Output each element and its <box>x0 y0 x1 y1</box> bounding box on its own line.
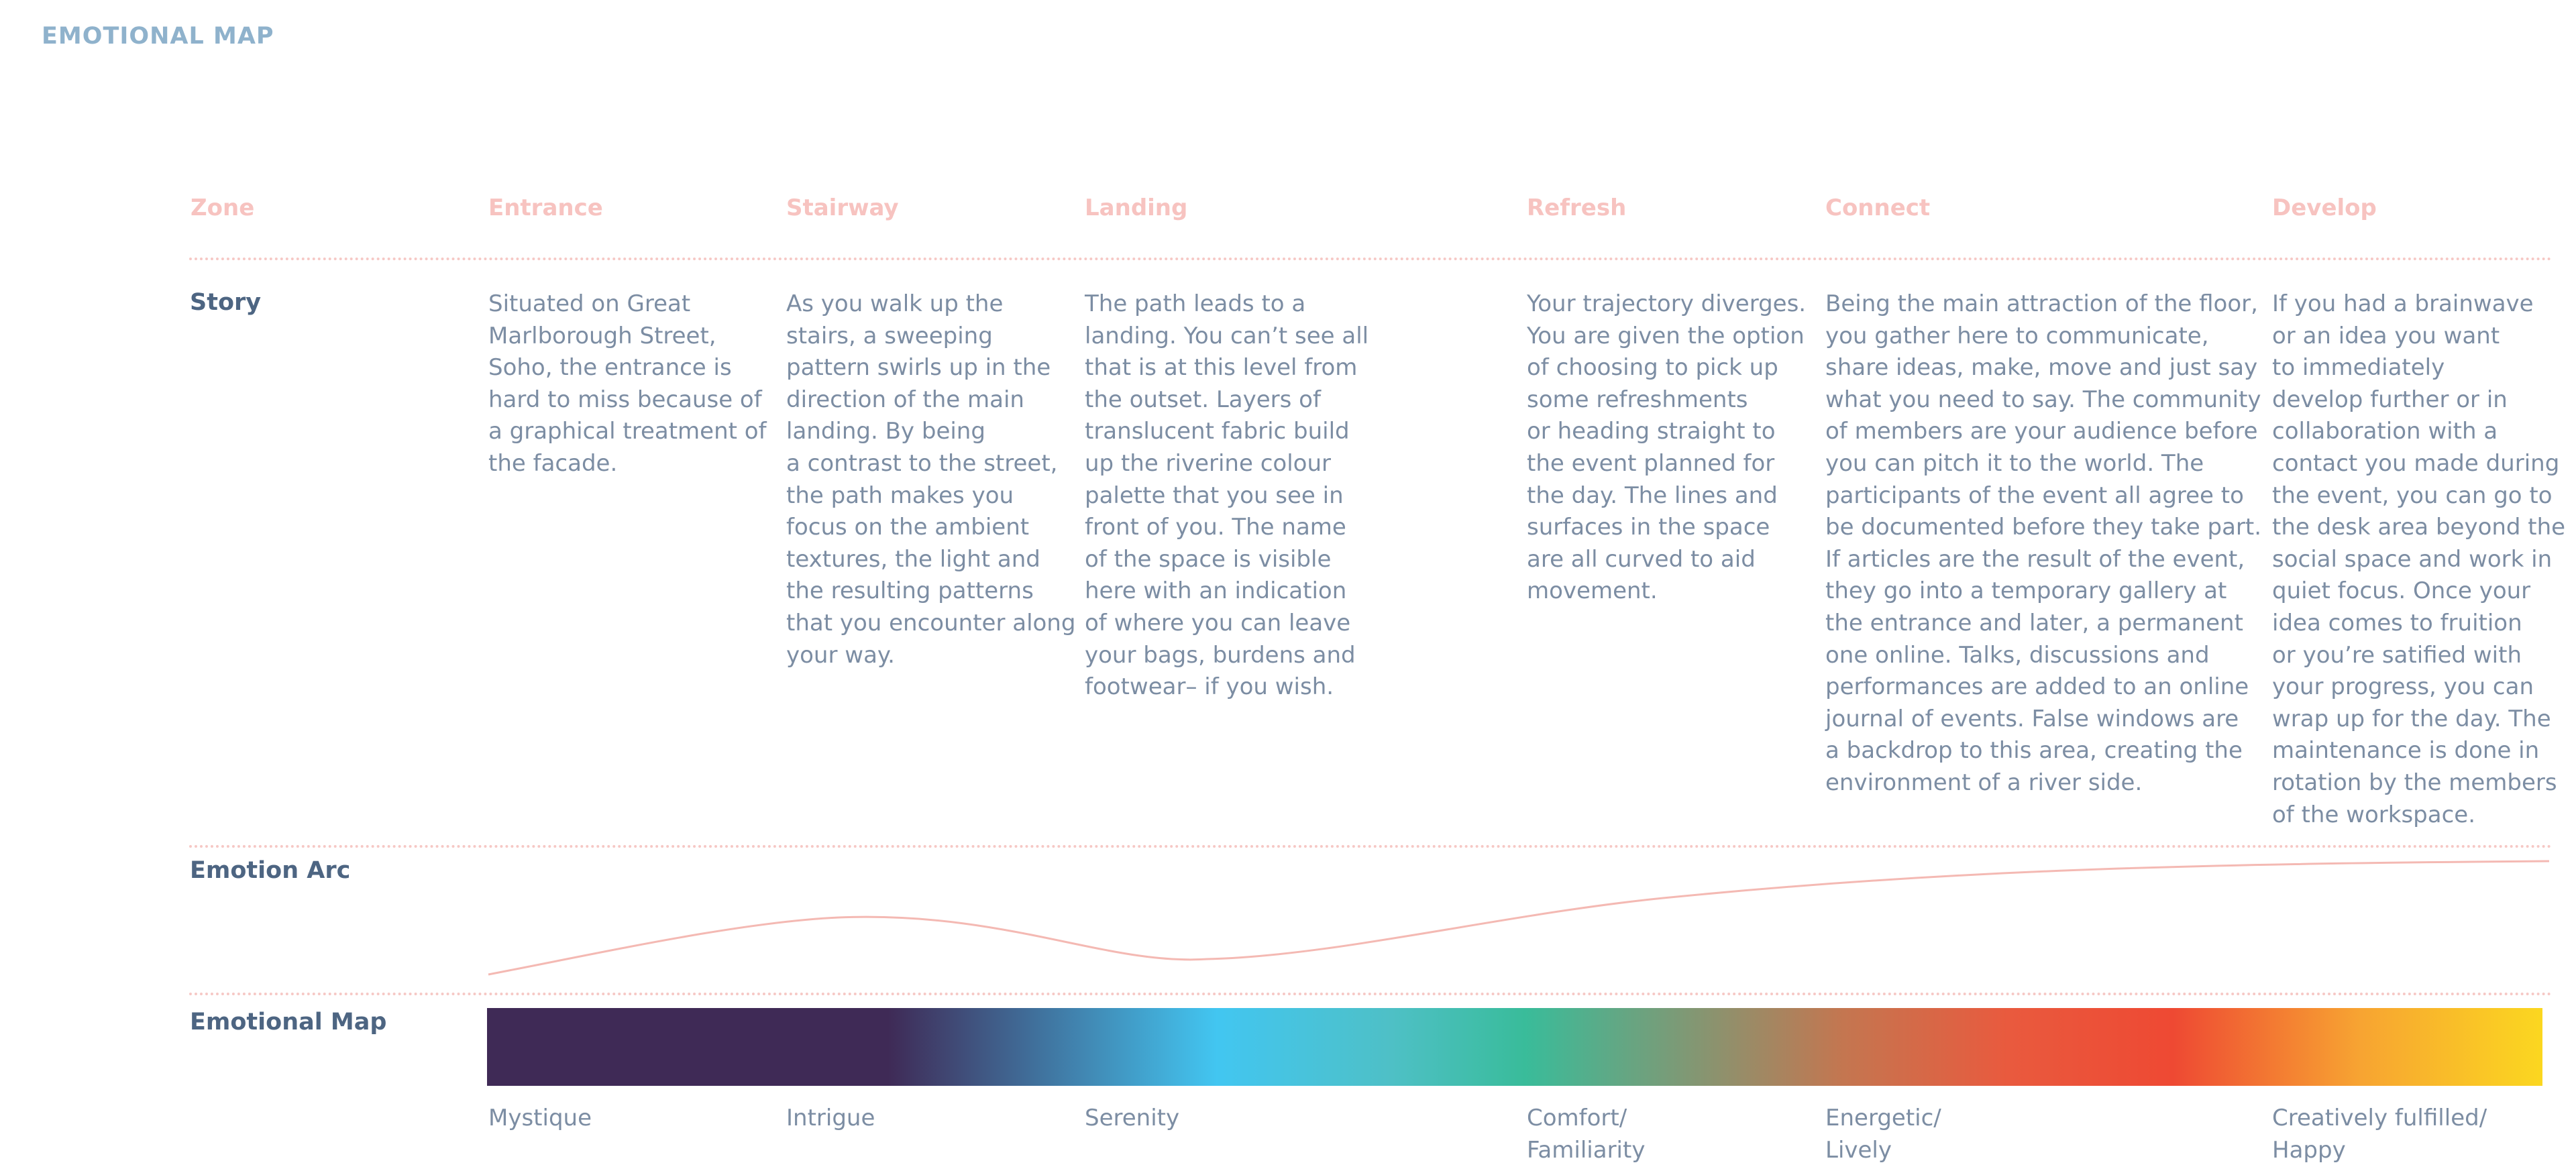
emotional-map-row-label: Emotional Map <box>190 1009 387 1036</box>
zone-row-label: Zone <box>191 194 255 221</box>
divider-arc-map <box>189 993 2553 995</box>
map-state-comfort: Comfort/ Familiarity <box>1527 1105 1646 1164</box>
emotion-arc-line <box>488 860 2550 976</box>
story-landing: The path leads to a landing. You can’t s… <box>1085 290 1369 701</box>
story-entrance: Situated on Great Marlborough Street, So… <box>488 290 767 477</box>
divider-story-arc <box>189 845 2553 848</box>
map-state-intrigue: Intrigue <box>786 1105 875 1131</box>
emotion-arc-row-label: Emotion Arc <box>190 857 351 884</box>
story-refresh: Your trajectory diverges. You are given … <box>1527 290 1807 605</box>
zone-develop: Develop <box>2272 194 2377 221</box>
zone-stairway: Stairway <box>786 194 899 221</box>
zone-entrance: Entrance <box>488 194 603 221</box>
map-state-fulfilled: Creatively fulfilled/ Happy <box>2272 1105 2487 1164</box>
story-row-label: Story <box>190 289 262 316</box>
map-state-energetic: Energetic/ Lively <box>1825 1105 1941 1164</box>
zone-connect: Connect <box>1825 194 1931 221</box>
page-title: EMOTIONAL MAP <box>42 23 274 50</box>
zone-refresh: Refresh <box>1527 194 1627 221</box>
divider-zone-story <box>189 258 2553 260</box>
story-connect: Being the main attraction of the floor, … <box>1825 290 2262 796</box>
emotional-gradient-bar <box>487 1008 2542 1086</box>
zone-landing: Landing <box>1085 194 1188 221</box>
story-develop: If you had a brainwave or an idea you wa… <box>2272 290 2566 828</box>
story-stairway: As you walk up the stairs, a sweeping pa… <box>786 290 1076 669</box>
map-state-serenity: Serenity <box>1085 1105 1180 1131</box>
map-state-mystique: Mystique <box>488 1105 592 1131</box>
